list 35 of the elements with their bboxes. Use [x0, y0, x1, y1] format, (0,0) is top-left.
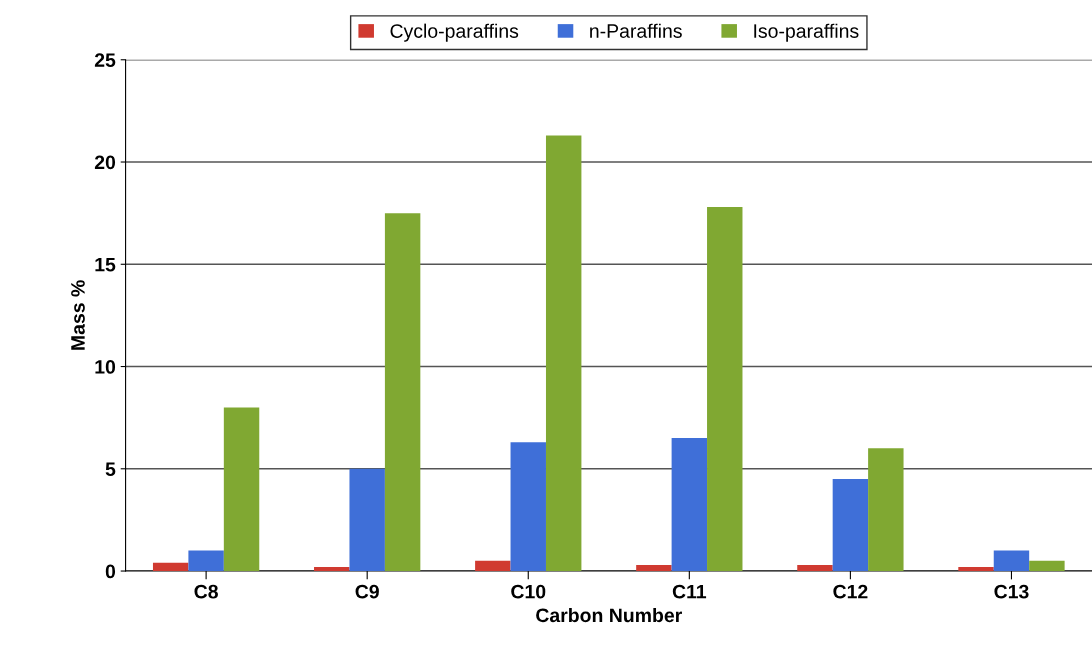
- y-tick-label: 10: [95, 360, 116, 374]
- bar: [636, 564, 672, 572]
- y-tick-label: 20: [94, 155, 116, 170]
- bar: [475, 560, 511, 572]
- bar: [958, 566, 994, 572]
- y-tick-label: 15: [95, 257, 116, 272]
- bar: [868, 448, 904, 572]
- y-axis-title: Mass %: [71, 280, 85, 350]
- y-tick-label: 25: [94, 53, 116, 67]
- bar: [314, 566, 350, 572]
- x-tick-label: C13: [994, 584, 1029, 599]
- bar: [993, 550, 1030, 572]
- y-tick-label: 0: [105, 564, 116, 579]
- x-tick-label: C9: [355, 584, 379, 599]
- bar: [349, 468, 385, 572]
- bar: [152, 562, 189, 572]
- bar: [707, 207, 743, 572]
- x-tick-label: C12: [833, 584, 868, 599]
- bar: [384, 213, 421, 572]
- x-tick-label: C11: [672, 584, 707, 599]
- bar: [1029, 560, 1065, 572]
- legend-label: Cyclo-paraffins: [390, 23, 519, 42]
- bar: [545, 135, 582, 572]
- y-tick-label: 5: [105, 462, 116, 477]
- bar: [832, 479, 869, 572]
- x-tick-label: C10: [511, 584, 546, 599]
- bar: [510, 442, 546, 572]
- bar: [188, 550, 224, 572]
- legend-label: Iso-paraffins: [754, 23, 859, 42]
- bar: [797, 564, 833, 572]
- x-tick-label: C8: [194, 584, 218, 599]
- x-axis-title: Carbon Number: [536, 607, 682, 623]
- bar: [223, 407, 260, 572]
- legend-label: n-Paraffins: [590, 23, 682, 38]
- bar: [671, 438, 708, 572]
